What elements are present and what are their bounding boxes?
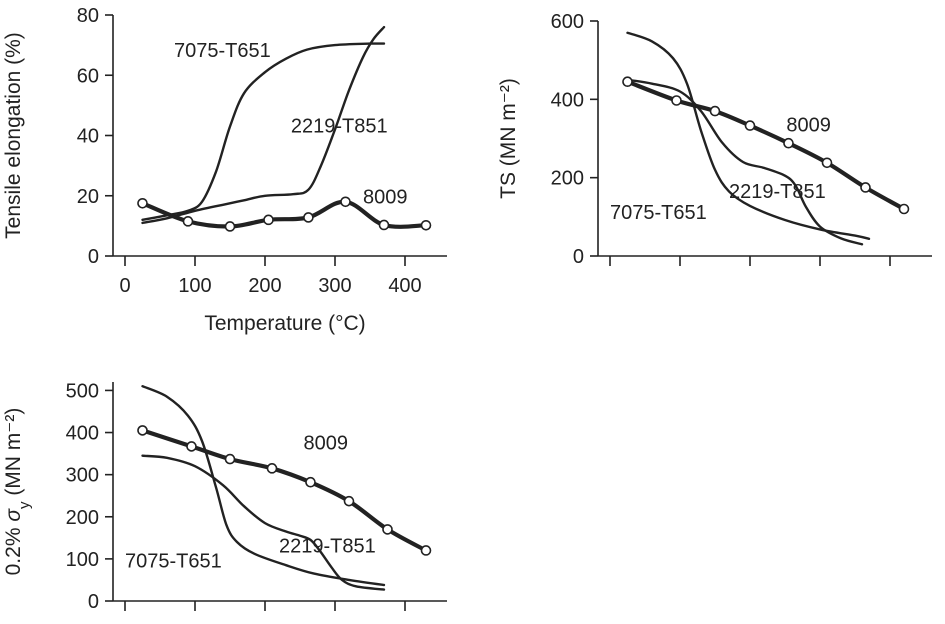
data-point [137,425,148,436]
series-label: 7075-T651 [174,40,271,62]
data-point [420,545,432,556]
chart-elongation: 0 20 40 60 80 0 100 200 300 400 Temperature (°C) Te… [2,5,447,335]
data-point [224,453,236,465]
y-tick-label: 80 [77,5,99,27]
y-tick-label: 300 [66,465,99,487]
y-tick-label: 400 [551,89,584,111]
data-point [420,219,432,231]
data-point [860,182,871,193]
series-label: 2219-T851 [279,536,376,558]
axes [112,382,447,602]
series-2219-t851: 2219-T851 [141,454,386,591]
x-tick-label: 400 [388,275,421,297]
x-tick-label: 100 [178,275,211,297]
series-line-7075-t651 [141,385,386,587]
data-point [137,197,148,209]
y-axis-title: Tensile elongation (%) [2,32,25,239]
series-line-2219-t851 [141,25,386,225]
data-point [821,157,833,169]
series-label: 8009 [304,432,349,454]
chart-ts: 0 200 400 600 TS (MN m⁻²) 7075-T651 2219-T851 8… [497,11,932,268]
series-line-2219-t851 [141,454,386,591]
series-label: 2219-T851 [291,115,388,137]
y-tick-label: 600 [551,11,584,33]
data-point [305,476,316,488]
data-point [266,463,278,474]
y-tick-label: 60 [77,65,99,87]
y-tick-label: 500 [66,380,99,402]
series-2219-t851: 2219-T851 [141,25,388,225]
x-tick-label: 300 [318,275,351,297]
data-point [382,524,393,535]
series-label: 7075-T651 [610,202,707,224]
y-tick-label: 0 [573,246,584,268]
y-axis-title: TS (MN m⁻²) [497,78,520,199]
y-axis-title: 0.2% σy (MN m⁻²) [2,408,33,576]
series-label: 8009 [786,114,831,136]
series-2219-t851: 2219-T851 [626,78,864,246]
series-line-7075-t651 [141,42,386,221]
y-tick-label: 400 [66,423,99,445]
y-tick-label: 40 [77,126,99,148]
data-point [783,137,794,149]
y-tick-label: 20 [77,186,99,208]
data-point [343,495,355,507]
series-7075-t651: 7075-T651 [125,385,386,587]
series-7075-t651: 7075-T651 [141,40,386,221]
series-8009: 8009 [137,425,432,556]
data-point [622,76,633,88]
data-point [378,219,390,231]
x-tick-label: 0 [119,275,130,297]
x-axis-title: Temperature (°C) [204,312,365,335]
data-point [224,221,236,232]
x-tick-label: 200 [248,275,281,297]
y-tick-label: 0 [88,591,99,613]
series-8009: 8009 [622,76,910,215]
y-tick-label: 200 [66,507,99,529]
y-tick-label: 0 [88,246,99,268]
series-line-2219-t851 [626,78,864,246]
data-point [898,203,910,215]
data-point [303,212,314,223]
series-label: 2219-T851 [729,181,826,203]
data-point [182,216,194,227]
series-label: 8009 [363,186,408,208]
data-point [186,441,197,452]
series-label: 7075-T651 [125,550,222,572]
series-8009: 8009 [137,186,432,232]
data-point [671,95,682,106]
chart-ys: 0 100 200 300 400 500 0.2% σy (MN m⁻²) 7075-T65… [2,380,447,613]
data-point [744,120,756,131]
y-tick-label: 200 [551,168,584,190]
data-point [709,105,721,117]
axes [597,21,932,257]
data-point [263,214,274,226]
data-point [340,196,351,208]
y-tick-label: 100 [66,549,99,571]
